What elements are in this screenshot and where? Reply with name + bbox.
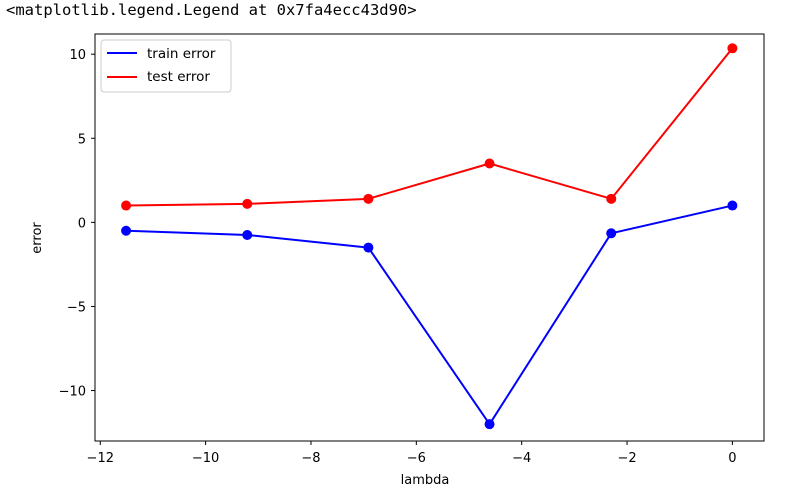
x-tick-label: −10 (192, 451, 219, 466)
data-point-test-error (121, 200, 132, 211)
data-point-train-error (484, 419, 495, 430)
data-point-train-error (727, 200, 738, 211)
legend-test-error-label: test error (147, 69, 210, 85)
y-tick-label: −10 (59, 385, 86, 400)
series-line-test-error (126, 47, 734, 207)
x-axis-label: lambda (401, 473, 450, 488)
data-point-test-error (606, 193, 617, 204)
x-tick-label: −2 (617, 451, 636, 466)
series-line-train-error (126, 204, 733, 426)
data-point-train-error (121, 225, 132, 236)
legend-train-error-label: train error (147, 46, 216, 62)
data-point-test-error (242, 198, 253, 209)
data-point-test-error (727, 43, 738, 54)
data-point-test-error (363, 193, 374, 204)
data-point-train-error (242, 229, 253, 240)
y-tick-label: −5 (67, 300, 86, 315)
x-tick-label: −8 (301, 451, 320, 466)
legend: train error test error (100, 39, 232, 93)
x-tick-label: −6 (407, 451, 426, 466)
cell-output-text: <matplotlib.legend.Legend at 0x7fa4ecc43… (6, 1, 417, 19)
data-point-train-error (606, 228, 617, 239)
x-tick-label: −4 (512, 451, 531, 466)
y-tick-label: 5 (78, 132, 86, 147)
data-point-test-error (484, 158, 495, 169)
y-axis-label: error (30, 222, 45, 254)
y-tick-label: 0 (78, 216, 86, 231)
y-tick-label: 10 (69, 48, 86, 63)
data-point-train-error (363, 242, 374, 253)
x-tick-label: −12 (87, 451, 114, 466)
x-tick-label: 0 (728, 451, 736, 466)
plot-frame (94, 33, 765, 442)
